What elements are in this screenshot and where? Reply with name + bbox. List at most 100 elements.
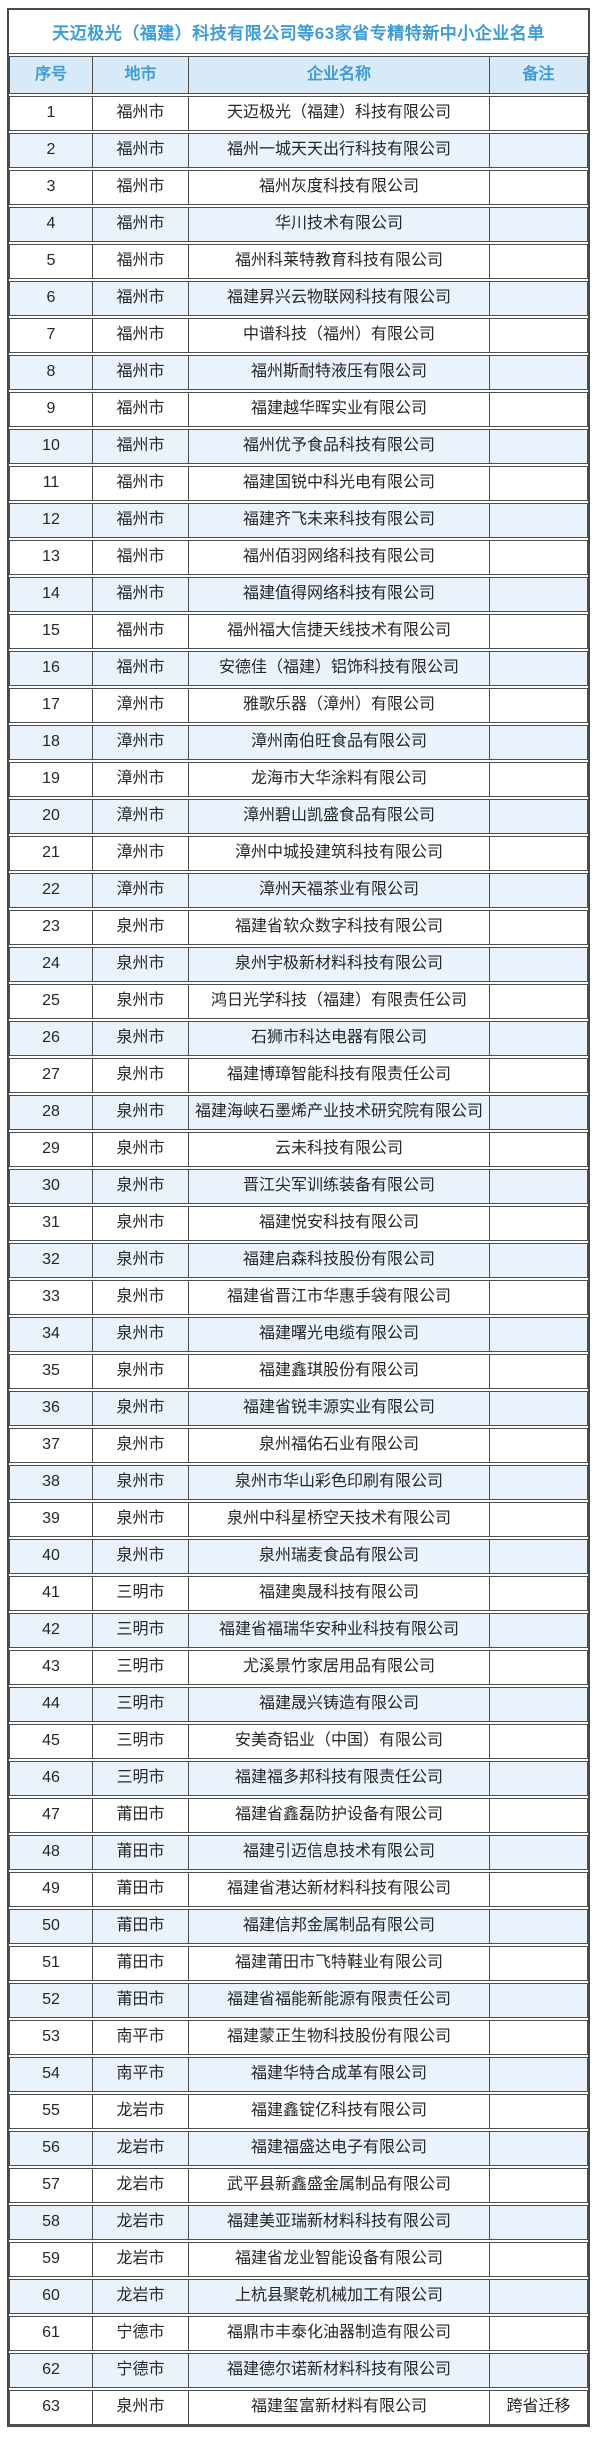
city-cell: 漳州市	[92, 688, 189, 723]
serial-number-cell: 60	[9, 2279, 93, 2314]
remark-cell	[489, 2242, 588, 2277]
remark-cell	[489, 355, 588, 390]
remark-cell	[489, 1576, 588, 1611]
city-cell: 漳州市	[92, 725, 189, 760]
city-cell: 龙岩市	[92, 2094, 189, 2129]
serial-number-cell: 63	[9, 2390, 93, 2425]
table-row: 31 泉州市 福建悦安科技有限公司	[9, 1206, 588, 1241]
company-name-cell: 福州一城天天出行科技有限公司	[188, 133, 490, 168]
serial-number-cell: 21	[9, 836, 93, 871]
city-cell: 泉州市	[92, 1391, 189, 1426]
city-cell: 泉州市	[92, 1317, 189, 1352]
company-name-cell: 福建福多邦科技有限责任公司	[188, 1761, 490, 1796]
city-cell: 泉州市	[92, 1465, 189, 1500]
table-row: 42 三明市 福建省福瑞华安种业科技有限公司	[9, 1613, 588, 1648]
company-name-cell: 福建奥晟科技有限公司	[188, 1576, 490, 1611]
serial-number-cell: 29	[9, 1132, 93, 1167]
remark-cell	[489, 1132, 588, 1167]
table-row: 55 龙岩市 福建鑫锭亿科技有限公司	[9, 2094, 588, 2129]
serial-number-cell: 51	[9, 1946, 93, 1981]
serial-number-cell: 33	[9, 1280, 93, 1315]
remark-cell	[489, 1613, 588, 1648]
table-row: 38 泉州市 泉州市华山彩色印刷有限公司	[9, 1465, 588, 1500]
table-row: 63 泉州市 福建玺富新材料有限公司 跨省迁移	[9, 2390, 588, 2425]
company-name-cell: 泉州中科星桥空天技术有限公司	[188, 1502, 490, 1537]
remark-cell	[489, 1095, 588, 1130]
company-name-cell: 福建玺富新材料有限公司	[188, 2390, 490, 2425]
company-name-cell: 福建莆田市飞特鞋业有限公司	[188, 1946, 490, 1981]
serial-number-cell: 38	[9, 1465, 93, 1500]
remark-cell	[489, 429, 588, 464]
company-name-cell: 安美奇铝业（中国）有限公司	[188, 1724, 490, 1759]
company-name-cell: 福建曙光电缆有限公司	[188, 1317, 490, 1352]
remark-cell	[489, 96, 588, 131]
remark-cell	[489, 1169, 588, 1204]
serial-number-cell: 11	[9, 466, 93, 501]
table-row: 56 龙岩市 福建福盛达电子有限公司	[9, 2131, 588, 2166]
serial-number-cell: 13	[9, 540, 93, 575]
serial-number-cell: 53	[9, 2020, 93, 2055]
company-name-cell: 福建美亚瑞新材料科技有限公司	[188, 2205, 490, 2240]
city-cell: 福州市	[92, 281, 189, 316]
serial-number-cell: 7	[9, 318, 93, 353]
company-name-cell: 福州科莱特教育科技有限公司	[188, 244, 490, 279]
serial-number-cell: 43	[9, 1650, 93, 1685]
table-row: 51 莆田市 福建莆田市飞特鞋业有限公司	[9, 1946, 588, 1981]
table-row: 4 福州市 华川技术有限公司	[9, 207, 588, 242]
remark-cell	[489, 503, 588, 538]
serial-number-cell: 41	[9, 1576, 93, 1611]
remark-cell	[489, 799, 588, 834]
serial-number-cell: 50	[9, 1909, 93, 1944]
company-name-cell: 福建海峡石墨烯产业技术研究院有限公司	[188, 1095, 490, 1130]
city-cell: 龙岩市	[92, 2168, 189, 2203]
table-row: 21 漳州市 漳州中城投建筑科技有限公司	[9, 836, 588, 871]
company-name-cell: 晋江尖军训练装备有限公司	[188, 1169, 490, 1204]
serial-number-cell: 1	[9, 96, 93, 131]
remark-cell	[489, 466, 588, 501]
company-name-cell: 福鼎市丰泰化油器制造有限公司	[188, 2316, 490, 2351]
remark-cell	[489, 577, 588, 612]
serial-number-cell: 24	[9, 947, 93, 982]
company-name-cell: 福建省港达新材料科技有限公司	[188, 1872, 490, 1907]
remark-cell	[489, 207, 588, 242]
table-row: 36 泉州市 福建省锐丰源实业有限公司	[9, 1391, 588, 1426]
table-title: 天迈极光（福建）科技有限公司等63家省专精特新中小企业名单	[9, 10, 588, 54]
company-name-cell: 福建悦安科技有限公司	[188, 1206, 490, 1241]
table-row: 46 三明市 福建福多邦科技有限责任公司	[9, 1761, 588, 1796]
serial-number-cell: 4	[9, 207, 93, 242]
company-name-cell: 福建华特合成革有限公司	[188, 2057, 490, 2092]
city-cell: 莆田市	[92, 1798, 189, 1833]
table-row: 12 福州市 福建齐飞未来科技有限公司	[9, 503, 588, 538]
remark-cell	[489, 614, 588, 649]
remark-cell	[489, 762, 588, 797]
company-name-cell: 漳州中城投建筑科技有限公司	[188, 836, 490, 871]
table-row: 13 福州市 福州佰羽网络科技有限公司	[9, 540, 588, 575]
company-name-cell: 福州灰度科技有限公司	[188, 170, 490, 205]
remark-cell	[489, 1354, 588, 1389]
serial-number-cell: 15	[9, 614, 93, 649]
remark-cell: 跨省迁移	[489, 2390, 588, 2425]
header-serial-number: 序号	[9, 56, 93, 94]
remark-cell	[489, 540, 588, 575]
city-cell: 莆田市	[92, 1909, 189, 1944]
company-name-cell: 天迈极光（福建）科技有限公司	[188, 96, 490, 131]
table-row: 30 泉州市 晋江尖军训练装备有限公司	[9, 1169, 588, 1204]
company-name-cell: 福建信邦金属制品有限公司	[188, 1909, 490, 1944]
city-cell: 福州市	[92, 466, 189, 501]
company-name-cell: 华川技术有限公司	[188, 207, 490, 242]
company-name-cell: 福建昇兴云物联网科技有限公司	[188, 281, 490, 316]
city-cell: 宁德市	[92, 2316, 189, 2351]
table-row: 23 泉州市 福建省软众数字科技有限公司	[9, 910, 588, 945]
remark-cell	[489, 725, 588, 760]
table-row: 54 南平市 福建华特合成革有限公司	[9, 2057, 588, 2092]
remark-cell	[489, 984, 588, 1019]
company-name-cell: 漳州碧山凯盛食品有限公司	[188, 799, 490, 834]
serial-number-cell: 23	[9, 910, 93, 945]
serial-number-cell: 46	[9, 1761, 93, 1796]
company-name-cell: 福建省晋江市华惠手袋有限公司	[188, 1280, 490, 1315]
serial-number-cell: 52	[9, 1983, 93, 2018]
table-row: 32 泉州市 福建启森科技股份有限公司	[9, 1243, 588, 1278]
serial-number-cell: 40	[9, 1539, 93, 1574]
table-row: 26 泉州市 石狮市科达电器有限公司	[9, 1021, 588, 1056]
company-name-cell: 福建福盛达电子有限公司	[188, 2131, 490, 2166]
